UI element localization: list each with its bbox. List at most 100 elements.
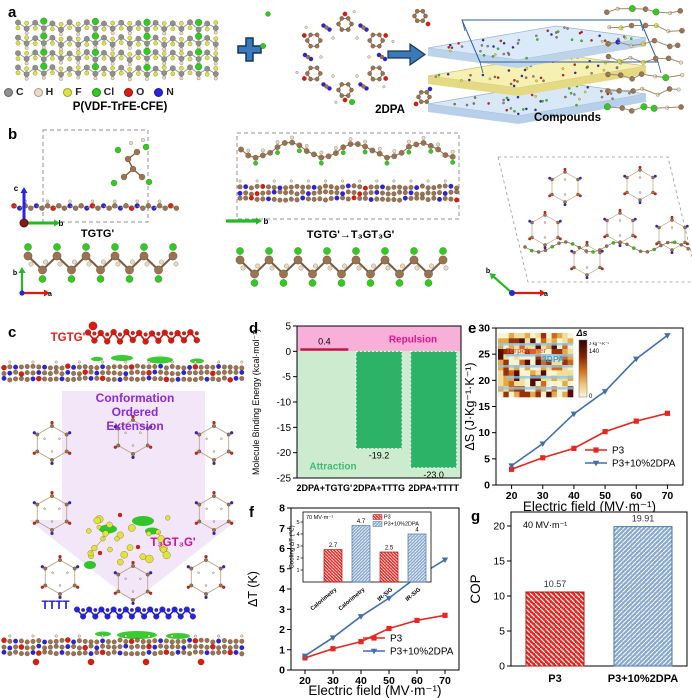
- atom: [198, 375, 204, 381]
- caption-tgtg: TGTG': [80, 228, 115, 240]
- marker-triangle: [539, 441, 546, 448]
- atom: [130, 259, 135, 265]
- atom: [126, 72, 133, 78]
- atom: [548, 194, 552, 198]
- atom: [13, 364, 19, 370]
- heatmap-cell: [551, 391, 558, 398]
- vdw-patch: [132, 516, 154, 526]
- atom: [118, 34, 125, 41]
- atom: [412, 13, 417, 19]
- heatmap-cell: [546, 354, 552, 360]
- y-tick-label: -5: [282, 372, 291, 383]
- bond: [118, 591, 134, 601]
- atom: [23, 71, 30, 78]
- atom: [370, 65, 376, 71]
- atom: [303, 148, 310, 154]
- atom: [429, 263, 434, 269]
- atom: [76, 650, 82, 656]
- atom: [15, 50, 21, 57]
- atom: [590, 39, 593, 42]
- atom: [15, 56, 21, 61]
- atom: [192, 637, 199, 644]
- vdw-patch: [91, 356, 103, 362]
- vdw-patch: [99, 524, 117, 534]
- heatmap-cell: [530, 381, 536, 387]
- atom: [221, 565, 226, 569]
- atom: [181, 649, 187, 656]
- atom: [64, 363, 71, 370]
- heatmap-cell: [503, 343, 510, 350]
- atom: [361, 84, 366, 89]
- atom: [248, 185, 254, 191]
- atom: [152, 644, 158, 650]
- atom: [406, 139, 411, 144]
- atom: [77, 360, 81, 364]
- atom: [301, 33, 307, 38]
- atom: [655, 224, 659, 228]
- heatmap-cell: [551, 338, 558, 344]
- vdw-patch: [190, 358, 204, 364]
- atom: [190, 607, 195, 613]
- caption-tttt: TTTT: [41, 600, 70, 612]
- atom: [24, 66, 29, 72]
- atom: [92, 56, 99, 63]
- atom: [358, 82, 363, 87]
- slab-edge: [518, 94, 646, 124]
- heatmap-cell: [503, 333, 510, 339]
- atom: [535, 79, 538, 83]
- atom: [158, 643, 164, 649]
- atom: [655, 242, 659, 246]
- atom: [50, 26, 55, 32]
- atom: [229, 431, 234, 435]
- atom-legend: C H F Cl O N: [4, 86, 184, 98]
- atom: [192, 644, 198, 650]
- atom: [145, 178, 153, 186]
- atom: [322, 189, 329, 195]
- atom: [146, 369, 152, 376]
- atom: [116, 572, 121, 577]
- atom: [82, 243, 90, 251]
- 2dpa-network: [32, 414, 234, 606]
- x-tick-label: 30: [537, 490, 549, 502]
- atom: [311, 151, 317, 158]
- atom: [101, 71, 107, 77]
- atom: [505, 96, 509, 100]
- atom: [212, 461, 216, 466]
- atom: [156, 331, 161, 336]
- atom: [179, 65, 184, 71]
- heatmap-cell: [508, 381, 515, 387]
- atom: [110, 36, 115, 42]
- atom: [212, 520, 216, 523]
- inset-bar: [407, 533, 427, 583]
- atom: [419, 183, 425, 189]
- atom: [187, 370, 193, 376]
- atom: [349, 21, 354, 27]
- atom: [615, 66, 619, 70]
- atom: [179, 76, 184, 81]
- atom: [227, 639, 233, 645]
- atom: [1, 644, 7, 650]
- atom: [342, 97, 348, 103]
- atom: [374, 189, 380, 195]
- atom: [130, 597, 136, 603]
- atom: [100, 643, 106, 649]
- caption-tgtg-transition: TGTG'→T₃GT₃G': [306, 229, 395, 241]
- heatmap-cell: [546, 370, 552, 376]
- bond: [199, 521, 215, 531]
- atom: [24, 50, 29, 56]
- bond: [59, 559, 75, 569]
- atom: [40, 48, 48, 56]
- panel-a-molecules: [15, 5, 685, 124]
- atom: [126, 40, 133, 47]
- 2dpa-streak: [498, 343, 573, 346]
- atom: [358, 179, 362, 183]
- atom: [136, 26, 141, 31]
- x-category-label: 2DPA+TTTG: [353, 483, 405, 493]
- atom: [277, 197, 283, 203]
- atom: [23, 40, 30, 47]
- atom: [53, 643, 59, 649]
- y-tick-label: 1: [296, 568, 299, 574]
- heatmap-cell: [498, 343, 504, 350]
- atom: [58, 71, 64, 78]
